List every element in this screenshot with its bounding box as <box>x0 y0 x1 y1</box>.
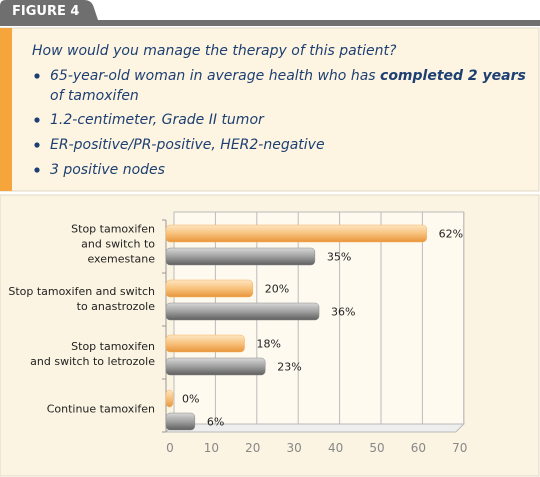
accent-bar <box>0 28 12 191</box>
question: How would you manage the therapy of this… <box>32 43 397 59</box>
value-label: 6% <box>207 416 224 429</box>
category-label: Stop tamoxifen <box>71 223 155 236</box>
value-label: 18% <box>257 338 281 351</box>
question-box <box>0 27 540 192</box>
x-tick-label: 20 <box>245 441 260 455</box>
bullet-text: 65-year-old woman in average health who … <box>50 68 526 84</box>
bullet-text-part: 3 positive nodes <box>50 162 165 178</box>
bar <box>165 357 266 376</box>
x-tick-label: 50 <box>369 441 384 455</box>
x-tick-label: 10 <box>204 441 219 455</box>
x-tick-label: 0 <box>166 441 174 455</box>
category-label: Continue tamoxifen <box>47 403 155 416</box>
bar <box>165 224 427 243</box>
bullet-text: 1.2-centimeter, Grade II tumor <box>50 112 265 128</box>
bullet-text-part: 65-year-old woman in average health who … <box>50 68 380 84</box>
bullet-dot <box>34 73 40 79</box>
bullet-dot <box>34 117 40 123</box>
bullet-list: 65-year-old woman in average health who … <box>34 68 526 178</box>
x-tick-label: 60 <box>411 441 426 455</box>
bar <box>165 247 316 266</box>
value-label: 23% <box>277 361 301 374</box>
bar <box>165 412 196 431</box>
x-tick-label: 30 <box>287 441 302 455</box>
category-label: to anastrozole <box>77 300 156 313</box>
bullet-dot <box>34 142 40 148</box>
bullet-bold: completed 2 years <box>380 68 526 84</box>
category-label: and switch to <box>81 238 155 251</box>
bar <box>165 302 320 321</box>
value-label: 36% <box>331 306 355 319</box>
bullet-text-part: 1.2-centimeter, Grade II tumor <box>50 112 265 128</box>
category-label: Stop tamoxifen <box>71 340 155 353</box>
bullet-text-part: ER-positive/PR-positive, HER2-negative <box>50 137 325 153</box>
value-label: 35% <box>327 251 351 264</box>
category-label: Stop tamoxifen and switch <box>8 285 155 298</box>
bar <box>165 389 174 408</box>
category-label: exemestane <box>87 253 155 266</box>
value-label: 0% <box>182 393 199 406</box>
figure-label: FIGURE 4 <box>12 4 79 19</box>
bar <box>165 334 245 353</box>
chart: 0 10 20 30 40 50 60 70 Stop tamoxifen and switch … <box>8 211 467 455</box>
figure-tab <box>0 0 540 30</box>
x-tick-label: 40 <box>328 441 343 455</box>
value-label: 20% <box>265 283 289 296</box>
bullet-text: 3 positive nodes <box>50 162 165 178</box>
bullet-dot <box>34 167 40 173</box>
x-tick-label: 70 <box>452 441 467 455</box>
bar <box>165 279 254 298</box>
value-label: 62% <box>439 228 463 241</box>
category-label: and switch to letrozole <box>30 355 155 368</box>
bullet-text: of tamoxifen <box>50 88 139 104</box>
bullet-text: ER-positive/PR-positive, HER2-negative <box>50 137 325 153</box>
